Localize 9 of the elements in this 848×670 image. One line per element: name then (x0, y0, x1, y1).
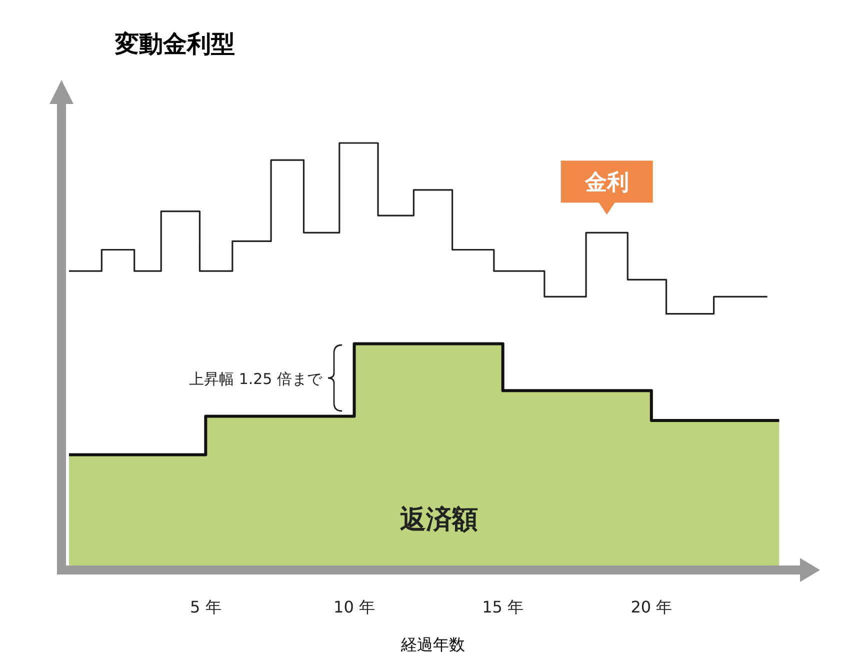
chart-title: 変動金利型 (114, 30, 235, 58)
x-tick-label: 5 年 (190, 597, 222, 616)
annotation: 上昇幅 1.25 倍まで (189, 370, 323, 388)
series-label: 金利 (584, 170, 629, 196)
x-tick-label: 15 年 (482, 597, 524, 616)
x-tick-label: 10 年 (334, 597, 375, 616)
x-tick-label: 20 年 (630, 597, 672, 616)
x-axis-title: 経過年数 (400, 635, 465, 654)
series-label: 返済額 (399, 505, 478, 536)
